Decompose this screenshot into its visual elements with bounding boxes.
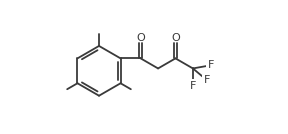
Text: O: O [171,33,180,43]
Text: O: O [136,33,145,43]
Text: F: F [190,81,196,91]
Text: F: F [204,75,210,85]
Text: F: F [207,60,214,70]
